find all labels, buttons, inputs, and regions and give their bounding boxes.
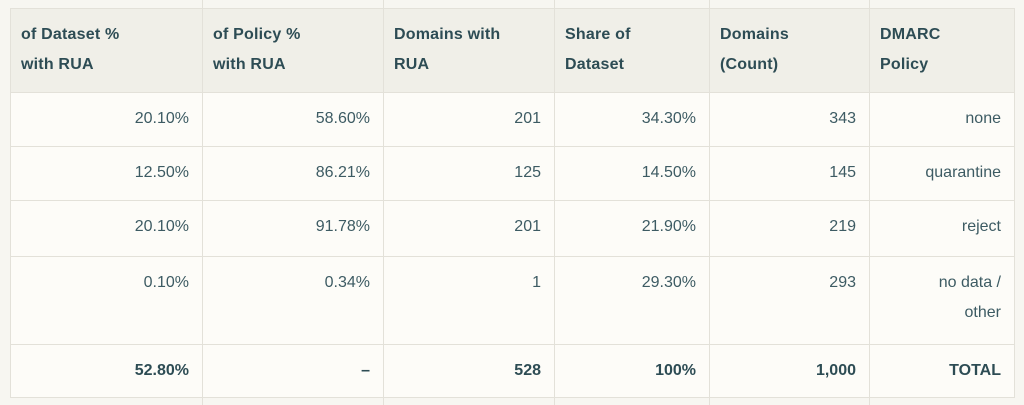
column-divider-extension — [383, 0, 384, 8]
cell-policy: quarantine — [869, 146, 1015, 201]
policy-label: reject — [961, 218, 1001, 235]
table-row-total: 52.80% – 528 100% 1,000 TOTAL — [10, 344, 1015, 398]
policy-label: quarantine — [925, 164, 1001, 181]
column-divider-extension — [869, 0, 870, 8]
header-line: DMARC — [880, 26, 941, 43]
total-share: 100% — [554, 344, 710, 398]
cell-domains-rua: 201 — [383, 92, 555, 147]
cell-dataset-pct: 20.10% — [10, 92, 203, 147]
cell-policy: reject — [869, 200, 1015, 257]
cell-policy: no data / other — [869, 256, 1015, 345]
cell-policy: none — [869, 92, 1015, 147]
header-line: Policy — [880, 56, 929, 73]
cell-count: 219 — [709, 200, 870, 257]
policy-label: none — [965, 110, 1001, 127]
column-divider-extension — [709, 0, 710, 8]
column-divider-extension — [554, 398, 555, 405]
dmarc-policy-table: of Dataset % with RUA of Policy % with R… — [10, 8, 1015, 398]
header-line: with RUA — [213, 56, 286, 73]
cell-policy-pct: 86.21% — [202, 146, 384, 201]
header-line: Domains — [720, 26, 789, 43]
total-label: TOTAL — [869, 344, 1015, 398]
header-line: with RUA — [21, 56, 94, 73]
column-divider-extension — [383, 398, 384, 405]
header-line: Domains with — [394, 26, 501, 43]
header-line: (Count) — [720, 56, 779, 73]
cell-domains-rua: 201 — [383, 200, 555, 257]
column-header-policy-pct-with-rua: of Policy % with RUA — [202, 8, 384, 93]
column-header-domains-count: Domains (Count) — [709, 8, 870, 93]
table-row-quarantine: 12.50% 86.21% 125 14.50% 145 quarantine — [10, 146, 1015, 201]
cell-policy-pct: 0.34% — [202, 256, 384, 345]
cell-policy-pct: 91.78% — [202, 200, 384, 257]
header-line: of Dataset % — [21, 26, 120, 43]
policy-label: no data / other — [938, 274, 1001, 321]
cell-dataset-pct: 20.10% — [10, 200, 203, 257]
cell-share: 21.90% — [554, 200, 710, 257]
total-domains-rua: 528 — [383, 344, 555, 398]
header-line: of Policy % — [213, 26, 301, 43]
column-header-domains-with-rua: Domains with RUA — [383, 8, 555, 93]
cell-dataset-pct: 0.10% — [10, 256, 203, 345]
cell-dataset-pct: 12.50% — [10, 146, 203, 201]
cell-domains-rua: 1 — [383, 256, 555, 345]
column-header-dmarc-policy: DMARC Policy — [869, 8, 1015, 93]
cell-policy-pct: 58.60% — [202, 92, 384, 147]
total-count: 1,000 — [709, 344, 870, 398]
total-policy-pct: – — [202, 344, 384, 398]
column-divider-extension — [202, 0, 203, 8]
cell-share: 34.30% — [554, 92, 710, 147]
column-divider-extension — [554, 0, 555, 8]
table-row-none: 20.10% 58.60% 201 34.30% 343 none — [10, 92, 1015, 147]
cell-count: 343 — [709, 92, 870, 147]
table-row-reject: 20.10% 91.78% 201 21.90% 219 reject — [10, 200, 1015, 257]
column-header-share-of-dataset: Share of Dataset — [554, 8, 710, 93]
header-line: Dataset — [565, 56, 625, 73]
header-line: Share of — [565, 26, 631, 43]
cell-share: 29.30% — [554, 256, 710, 345]
column-divider-extension — [202, 398, 203, 405]
cell-domains-rua: 125 — [383, 146, 555, 201]
column-header-dataset-pct-with-rua: of Dataset % with RUA — [10, 8, 203, 93]
column-divider-extension — [709, 398, 710, 405]
table-row-no-data-other: 0.10% 0.34% 1 29.30% 293 no data / other — [10, 256, 1015, 345]
column-divider-extension — [869, 398, 870, 405]
cell-count: 293 — [709, 256, 870, 345]
cell-share: 14.50% — [554, 146, 710, 201]
total-dataset-pct: 52.80% — [10, 344, 203, 398]
header-line: RUA — [394, 56, 430, 73]
table-header-row: of Dataset % with RUA of Policy % with R… — [10, 8, 1015, 93]
cell-count: 145 — [709, 146, 870, 201]
